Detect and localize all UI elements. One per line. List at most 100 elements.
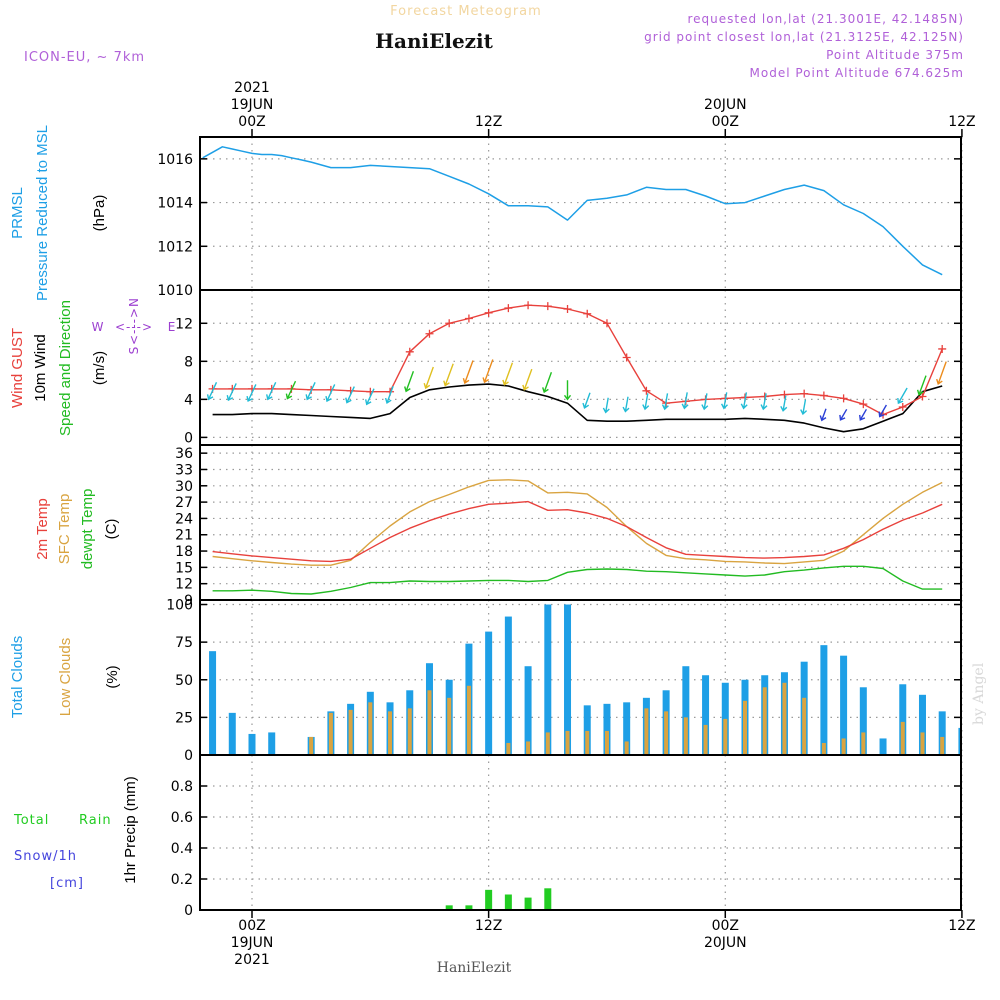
gust-marker [504,304,513,313]
low-cloud-bar [604,730,609,755]
compass-east: E [168,320,177,334]
total-cloud-bar [524,666,532,755]
wind-arrow [563,380,572,401]
wind-arrow [740,392,748,410]
wind-arrow [206,382,218,401]
low-cloud-bar [565,730,570,755]
wind-arrow [404,371,415,393]
data-layer [200,146,961,911]
rain-bar [465,905,473,910]
model-label: ICON-EU, ~ 7km [24,50,145,65]
total-cloud-bar [228,712,236,755]
low-cloud-bar [624,741,629,755]
gust-label: Wind GUST [9,328,26,408]
snow-unit-label: [cm] [50,876,84,891]
total-cloud-bar [564,604,572,755]
gust-marker [819,391,828,400]
low-cloud-bar [407,708,412,755]
gust-marker [898,402,907,411]
wind-gust-line [212,304,943,416]
low-cloud-bar [841,738,846,755]
y-tick-label: 12 [175,316,193,332]
low-cloud-bar [743,700,747,755]
gust-marker [484,308,493,317]
point-altitude: Point Altitude 375m [826,48,964,62]
y-tick-label: 15 [175,560,193,576]
total-cloud-bar [544,604,552,755]
y-tick-label: 36 [175,446,193,462]
wind-arrow [365,388,375,406]
y-tick-label: 0.2 [171,872,193,888]
compass-north: N [127,297,141,307]
wind-arrow [936,361,947,386]
total-cloud-bar [682,666,690,755]
wind-arrow [916,375,927,396]
wind-arrow [542,372,553,394]
y-tick-label: 0 [184,430,193,446]
x-tick-label-bottom: 2021 [234,952,270,968]
panel-frame [199,444,962,601]
y-tick-label: 12 [175,577,193,593]
gust-marker [445,319,454,328]
rain-bar [485,889,493,910]
low-cloud-bar [683,717,688,755]
low-cloud-bar [328,712,333,755]
low-cloud-bar [466,685,471,755]
low-cloud-bar [703,724,708,755]
y-tick-label: 50 [175,673,193,689]
x-tick-label-top: 12Z [475,114,502,130]
low-cloud-bar [368,702,373,755]
total-cloud-bar [623,702,631,755]
x-tick-label-top: 20JUN [704,97,747,113]
total-cloud-bar [248,733,256,755]
total-cloud-bar [485,631,493,755]
wind-arrow [681,392,689,410]
wind-arrow [819,408,827,422]
total-cloud-bar [702,675,710,755]
y-tick-label: 27 [175,495,193,511]
wind-arrow [266,382,277,401]
total-cloud-bar [958,727,961,755]
x-tick-label-bottom: 12Z [948,918,975,934]
temp-unit: (C) [103,519,120,540]
wind-arrow [226,383,237,402]
gust-marker [780,390,789,399]
total-cloud-bar [918,694,926,755]
x-tick-label-top: 12Z [948,114,975,130]
wind-arrow [661,393,669,411]
wind-arrow [246,384,257,403]
wind-arrow [423,366,434,390]
low-cloud-bar [940,736,945,755]
wind-arrow [760,393,768,411]
y-tick-label: 18 [175,544,193,560]
wind-arrow [502,362,514,386]
frame-layer [199,136,962,911]
low-cloud-bar [723,718,728,755]
total-cloud-bar [938,711,946,755]
x-tick-label-bottom: 00Z [238,918,265,934]
pressure-label-short: PRMSL [9,187,26,239]
total-cloud-bar [820,645,828,755]
low-cloud-bar [427,690,432,755]
total-cloud-bar [583,705,591,755]
precip-label: 1hr Precip (mm) [122,776,139,884]
gust-marker [602,319,611,328]
wind-arrow [642,393,650,411]
compass-we-arrow: <---> [115,320,153,334]
low-cloud-bar [644,708,649,755]
total-cloud-bar [859,687,867,755]
credit-watermark: by Angel [971,662,987,725]
rain-bar [544,888,552,910]
x-tick-label-bottom: 12Z [475,918,502,934]
low-cloud-bar [861,732,866,755]
y-tick-label: 0.6 [171,810,193,826]
requested-coords: requested lon,lat (21.3001E, 42.1485N) [687,12,964,26]
gust-marker [938,344,947,353]
low-cloud-bar [821,742,826,755]
closest-coords: grid point closest lon,lat (21.3125E, 42… [644,30,964,44]
y-tick-label: 0.4 [171,841,193,857]
temp-sfc-label: SFC Temp [56,494,73,565]
total-rain-label-total: Total [13,813,49,828]
x-tick-label-top: 19JUN [231,97,274,113]
